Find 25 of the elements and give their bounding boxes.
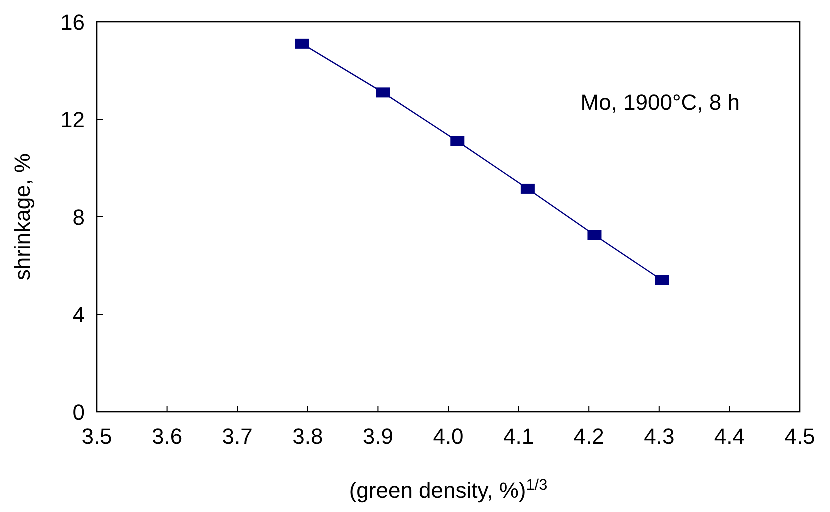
point xyxy=(588,230,602,240)
x-tick-label: 3.8 xyxy=(292,424,324,449)
annotation: Mo, 1900°C, 8 h xyxy=(580,90,740,115)
y-axis-title: shrinkage, % xyxy=(10,153,35,281)
point xyxy=(655,275,670,286)
y-tick-label: 16 xyxy=(60,10,85,35)
point xyxy=(450,136,465,146)
y-tick-label: 12 xyxy=(60,108,85,132)
x-tick-label: 3.5 xyxy=(82,424,112,449)
point xyxy=(520,184,535,194)
point xyxy=(376,88,390,98)
point xyxy=(295,38,310,49)
y-tick-label: 0 xyxy=(72,400,85,425)
x-tick-label: 3.7 xyxy=(222,424,253,449)
x-tick-label: 4.4 xyxy=(714,424,745,449)
x-tick-label: 4.0 xyxy=(433,424,464,449)
x-tick-label: 3.9 xyxy=(362,424,394,449)
x-axis-title: (green density, %)$^{1/3}$ xyxy=(349,476,548,503)
y-tick-label: 4 xyxy=(72,302,85,328)
y-tick-label: 8 xyxy=(72,205,85,230)
x-tick-label: 4.3 xyxy=(644,424,675,449)
x-tick-label: 4.5 xyxy=(784,424,816,449)
x-tick-label: 4.1 xyxy=(504,424,534,449)
x-tick-label: 4.2 xyxy=(574,424,604,449)
x-tick-label: 3.6 xyxy=(152,424,183,449)
